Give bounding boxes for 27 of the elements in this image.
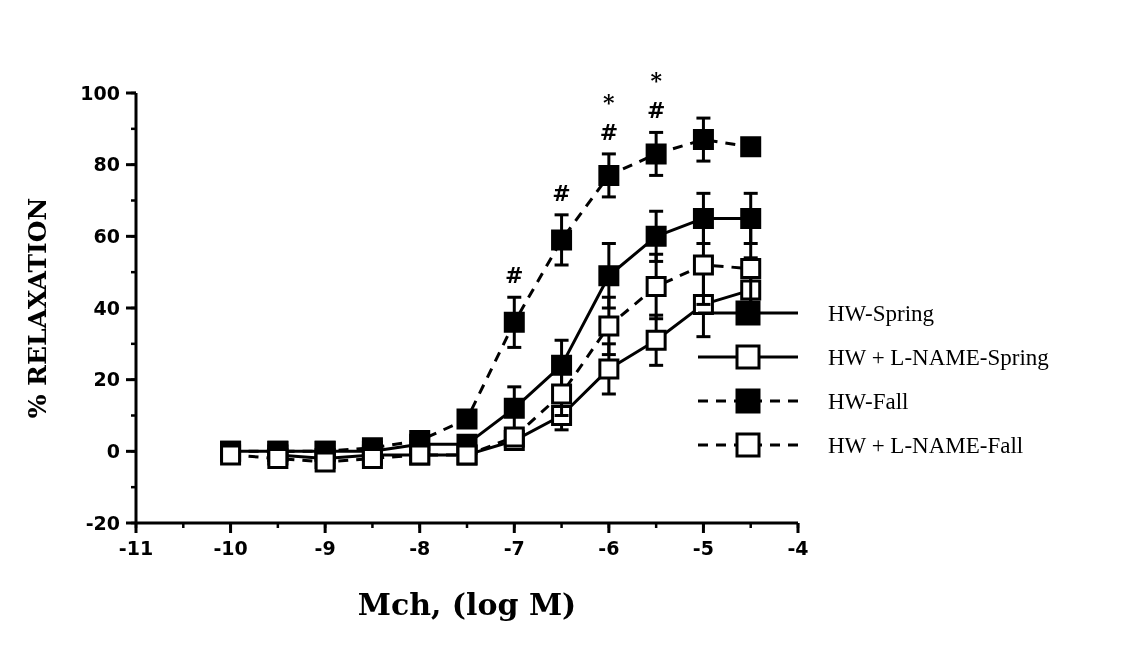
- y-tick-label: 100: [80, 81, 120, 104]
- y-tick-label: 60: [93, 224, 120, 247]
- y-tick-label: -20: [85, 511, 120, 534]
- annotation: *: [650, 67, 663, 94]
- x-tick-label: -5: [692, 537, 714, 559]
- x-tick-label: -8: [409, 537, 431, 559]
- y-axis-title: % RELAXATION: [23, 197, 52, 419]
- y-tick-label: 40: [93, 296, 120, 319]
- x-tick-label: -7: [503, 537, 525, 559]
- x-tick-label: -11: [118, 537, 154, 559]
- annotation: *: [603, 88, 616, 115]
- x-tick-label: -9: [314, 537, 336, 559]
- x-axis-title: Mch, (log M): [357, 587, 577, 622]
- y-tick-label: 0: [106, 439, 120, 462]
- y-tick-label: 20: [93, 368, 120, 391]
- y-tick-label: 80: [93, 153, 120, 176]
- annotation: #: [599, 118, 619, 145]
- legend-label: HW + L-NAME-Fall: [828, 433, 1024, 459]
- legend-label: HW-Spring: [828, 301, 935, 327]
- annotation: #: [505, 261, 524, 288]
- x-tick-label: -10: [213, 537, 248, 559]
- x-tick-label: -6: [598, 537, 620, 559]
- annotation: #: [552, 179, 571, 206]
- annotation: #: [646, 97, 666, 124]
- legend-label: HW-Fall: [828, 389, 909, 415]
- legend-label: HW + L-NAME-Spring: [828, 345, 1050, 371]
- x-tick-label: -4: [787, 537, 809, 559]
